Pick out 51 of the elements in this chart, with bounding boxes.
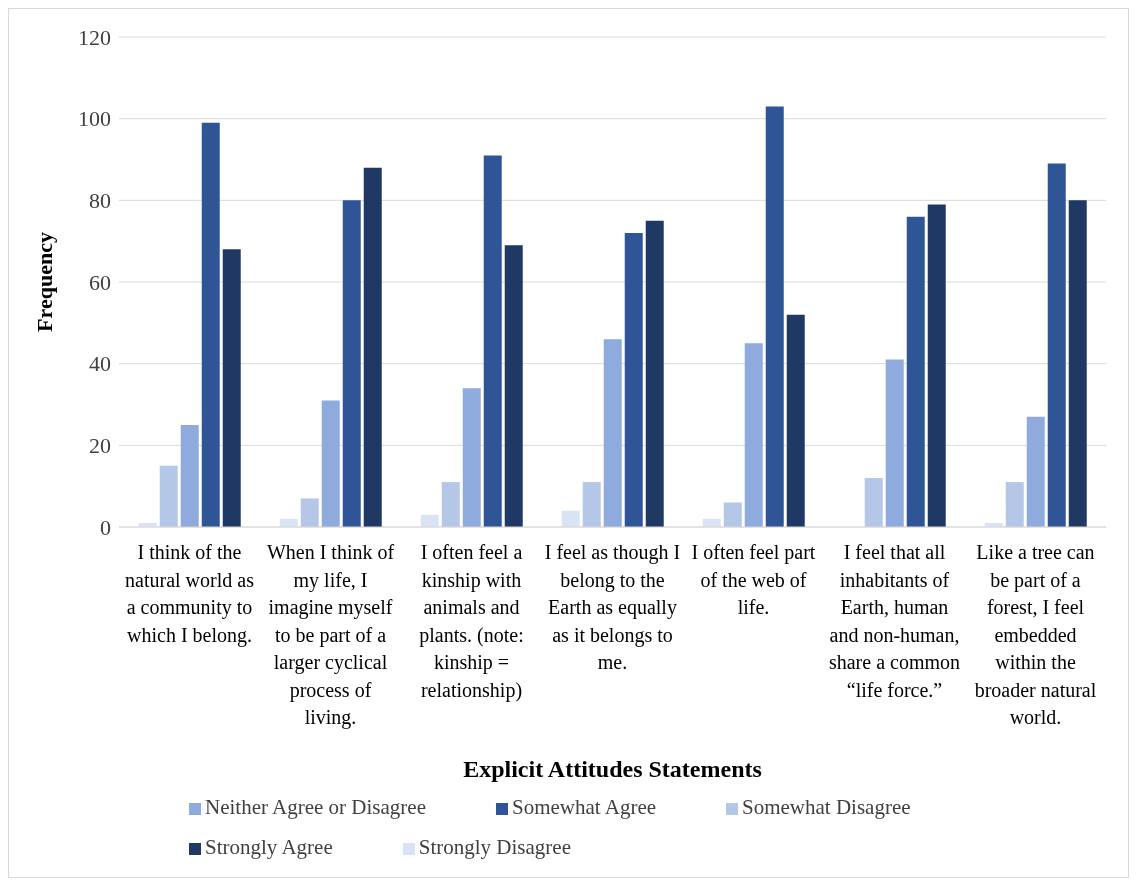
y-tick-label: 120	[78, 24, 111, 50]
bar	[441, 482, 460, 527]
x-tick-label: Like a tree can be part of a forest, I feel embedded within the broader natural world.	[974, 541, 1097, 728]
bar	[1005, 482, 1024, 527]
bar	[624, 233, 643, 527]
bar	[420, 514, 439, 527]
bar	[1026, 416, 1045, 527]
bar	[363, 167, 382, 527]
bar	[222, 249, 241, 527]
x-tick-label: I feel as though I belong to the Earth as equally as it belongs to me.	[544, 541, 681, 673]
bar	[180, 424, 199, 527]
bar	[201, 122, 220, 527]
bar	[462, 388, 481, 527]
x-tick-label: I often feel part of the web of life.	[691, 541, 816, 618]
legend-label: Strongly Agree	[205, 835, 333, 859]
bar	[645, 220, 664, 527]
bar	[864, 478, 883, 527]
bar	[1047, 163, 1066, 527]
bar	[1068, 200, 1087, 527]
y-tick-label: 80	[89, 188, 111, 214]
bar	[927, 204, 946, 527]
legend-label: Strongly Disagree	[418, 835, 571, 859]
legend-label: Somewhat Agree	[511, 795, 657, 819]
bar	[723, 502, 742, 527]
y-tick-label: 40	[89, 351, 111, 377]
bar	[159, 465, 178, 527]
bar	[786, 314, 805, 527]
bar	[906, 216, 925, 527]
x-axis-title: Explicit Attitudes Statements	[463, 756, 762, 782]
y-axis-title: Frequency	[31, 232, 57, 332]
legend-label: Somewhat Disagree	[742, 795, 911, 819]
bar	[744, 343, 763, 527]
bar	[483, 155, 502, 527]
x-tick-label: I often feel a kinship with animals and plants. (note: kinship = relationship)	[419, 541, 524, 702]
bar	[885, 359, 904, 527]
bar	[300, 498, 319, 527]
bar	[561, 510, 580, 527]
y-tick-label: 100	[78, 106, 111, 132]
bar	[765, 106, 784, 527]
x-tick-label: I think of the natural world as a community to which I belong.	[125, 541, 255, 647]
bar	[582, 482, 601, 527]
x-tick-label: When I think of my life, I imagine myself to be part of a larger cyclical process of living.	[266, 541, 395, 729]
bar	[342, 200, 361, 527]
bar	[504, 245, 523, 527]
y-tick-label: 60	[89, 269, 111, 295]
bar	[321, 400, 340, 527]
y-tick-label: 20	[89, 433, 111, 459]
legend-label: Neither Agree or Disagree	[205, 795, 426, 819]
x-tick-label: I feel that all inhabitants of Earth, human and non-human, share a common “life force.”	[828, 541, 961, 701]
bar	[603, 339, 622, 527]
y-tick-label: 0	[100, 514, 111, 540]
